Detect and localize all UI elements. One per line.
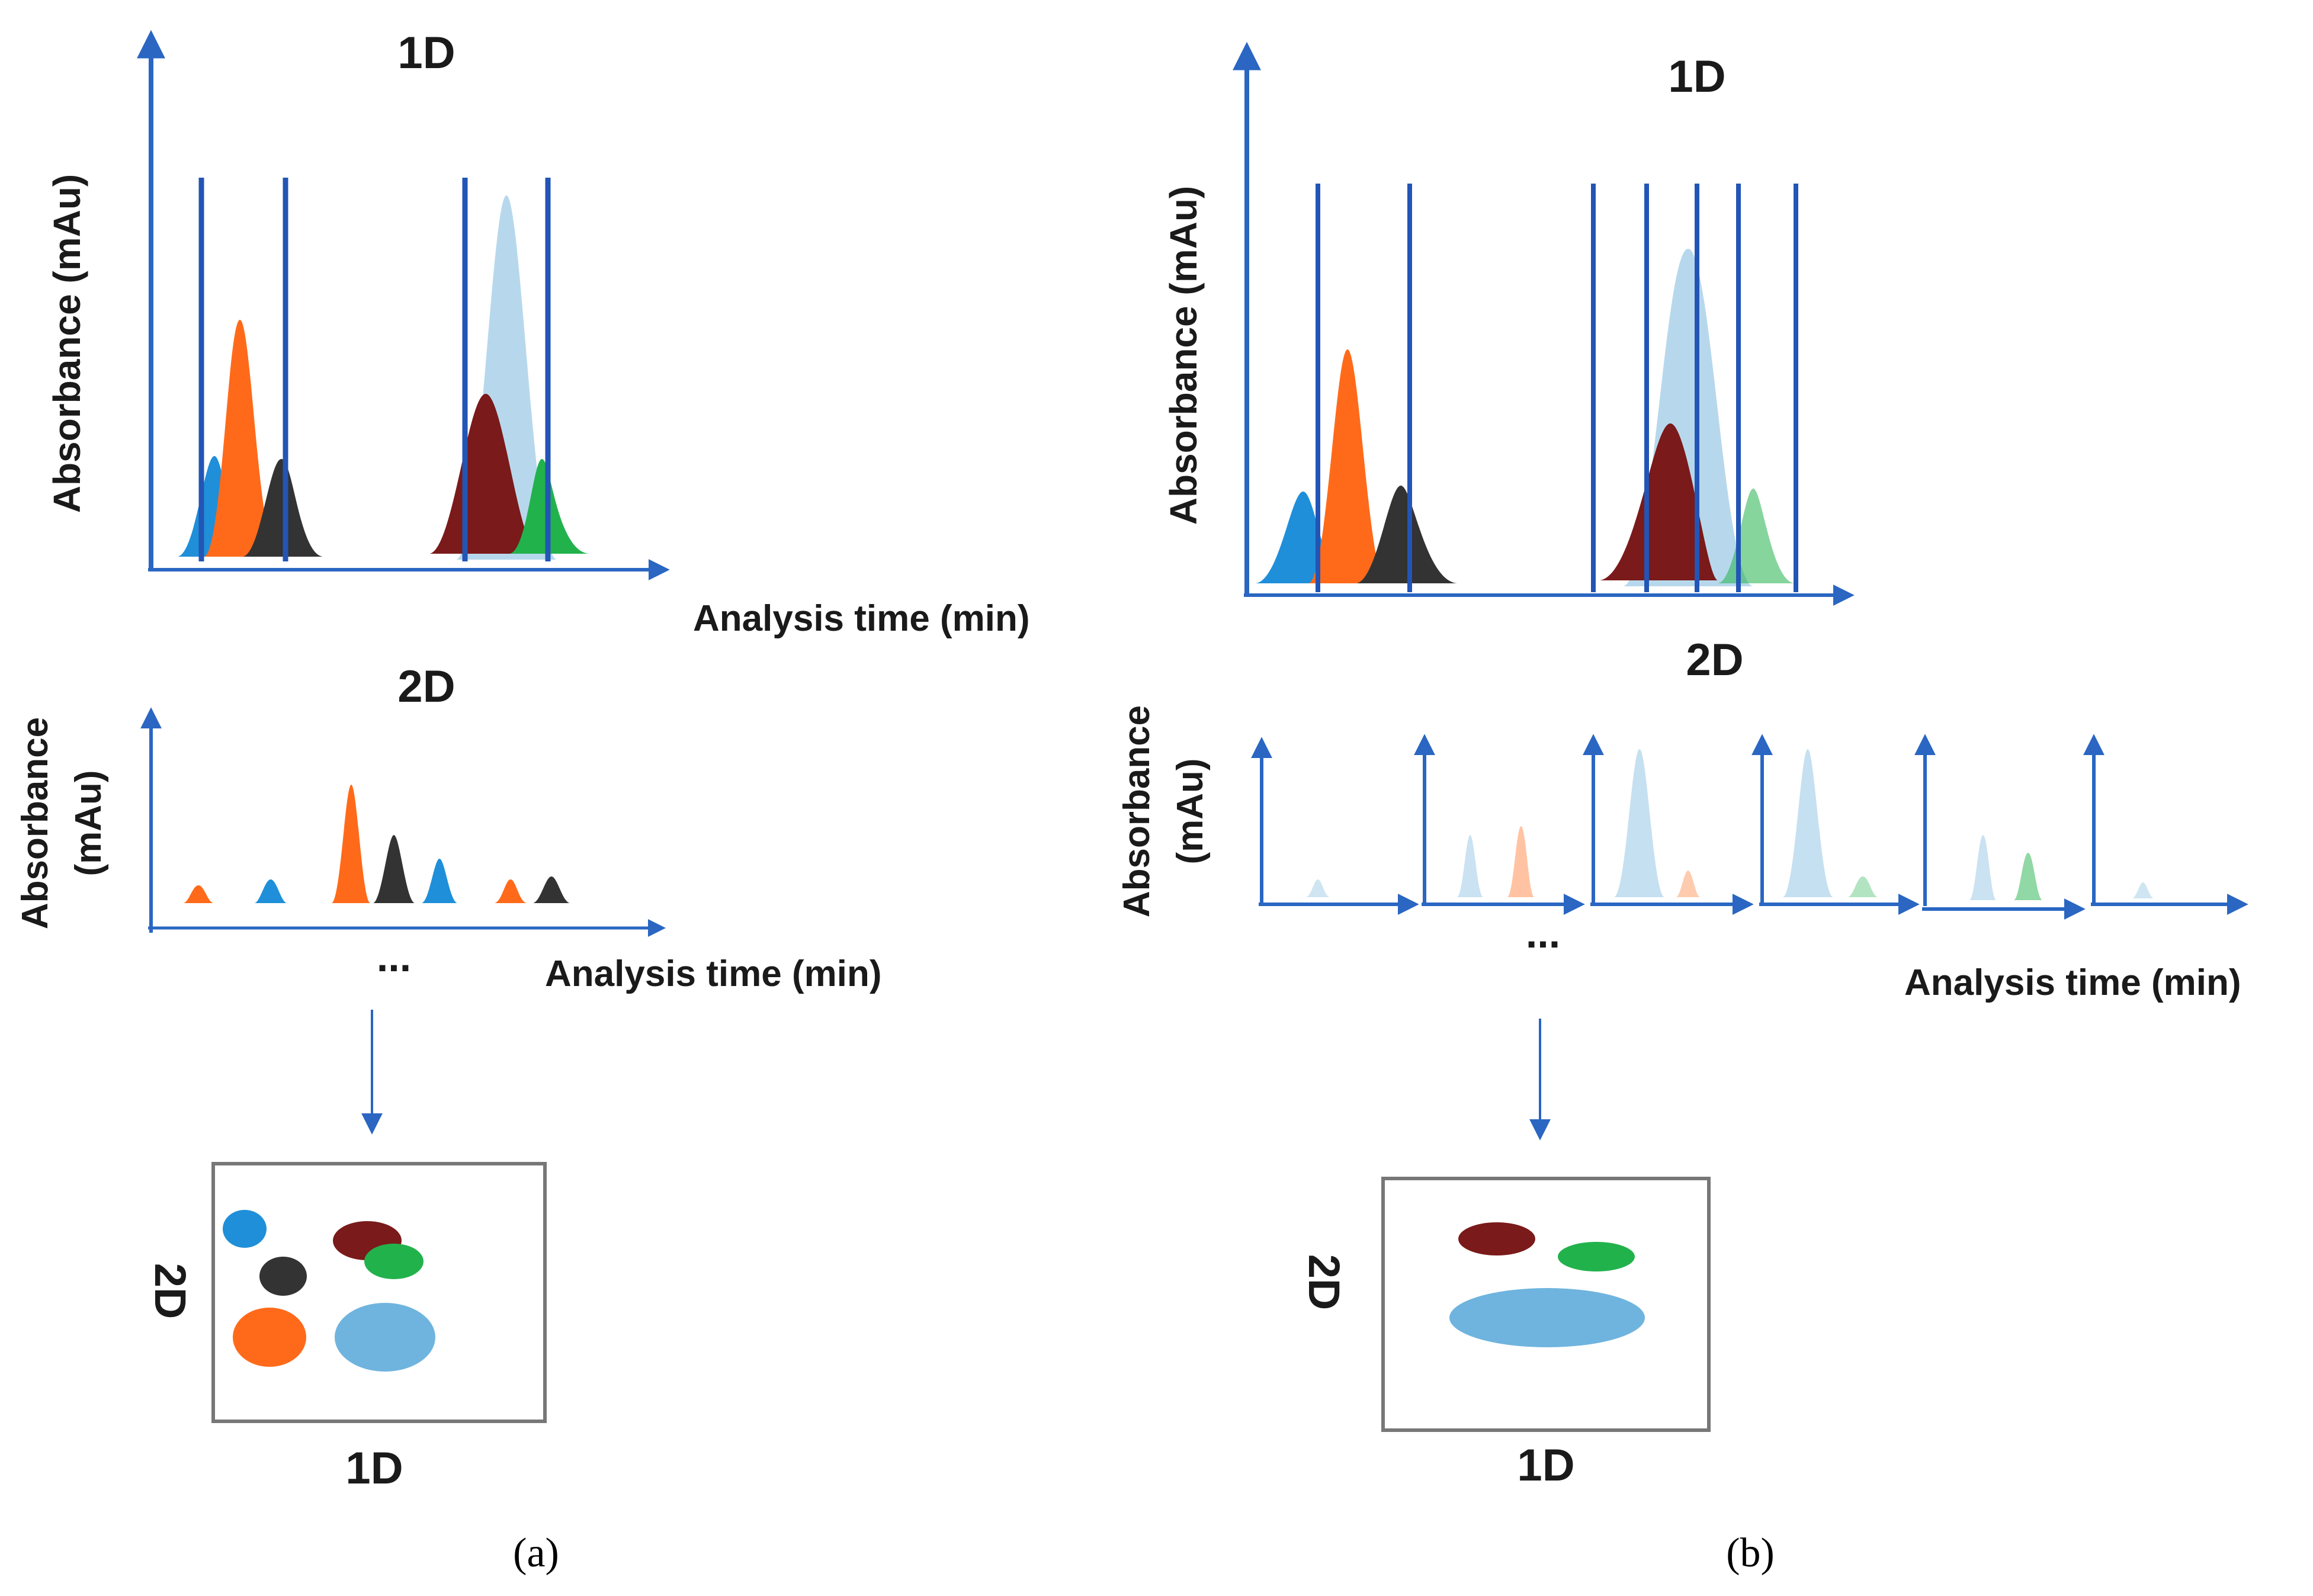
peak-lightblue <box>1306 879 1330 897</box>
peak-lightblue <box>1783 749 1833 897</box>
map-frame <box>211 1162 547 1423</box>
panel-a-2d-chromatogram: 2D Absorbance (mAu) ... Analysis time (m… <box>15 661 881 994</box>
y-axis-label-line1: Absorbance <box>1117 705 1157 917</box>
spot-dark <box>259 1257 307 1296</box>
ellipsis: ... <box>1526 910 1560 956</box>
caption-a: (a) <box>513 1530 559 1576</box>
peak-green <box>2014 853 2042 900</box>
panel-a-1d-chromatogram: 1D Absorbance (mAu) Analysis time (min) <box>46 28 1029 639</box>
spot-orange <box>233 1308 306 1367</box>
peak-lightblue <box>2132 882 2154 898</box>
peak-orange <box>1676 871 1700 897</box>
spot-lightblue <box>1449 1288 1645 1347</box>
peak-maroon <box>1599 423 1718 580</box>
sub-chromatogram-3 <box>1583 734 1754 915</box>
peak-orange <box>1507 826 1534 897</box>
panel-b-2d-map: 2D 1D <box>1300 1177 1711 1491</box>
x-axis-label: Analysis time (min) <box>545 953 881 994</box>
peak-orange <box>1309 349 1386 583</box>
spot-lightblue <box>335 1303 435 1372</box>
y-axis-label-line1: Absorbance <box>15 717 56 929</box>
ellipsis: ... <box>377 934 411 980</box>
sub-chromatogram-2 <box>1414 734 1585 915</box>
peak-dark <box>533 876 570 903</box>
peak-lightblue <box>1614 749 1664 897</box>
y-axis-label-line2: (mAu) <box>68 770 109 876</box>
peak-orange <box>332 785 370 903</box>
sub-chromatogram-1 <box>1251 737 1419 915</box>
peak-orange <box>204 320 278 557</box>
title-2d: 2D <box>397 661 455 712</box>
title-2d: 2D <box>1686 635 1743 685</box>
sub-chromatogram-6 <box>2083 734 2248 915</box>
peak-lightblue <box>1457 835 1483 897</box>
x-axis-label: Analysis time (min) <box>1904 962 2241 1003</box>
peak-blue <box>422 859 457 903</box>
peak-dark <box>1356 486 1457 583</box>
peak-blue <box>255 879 287 903</box>
peak-maroon <box>429 394 539 554</box>
panel-b-1d-chromatogram: 1D Absorbance (mAu) 2D <box>1162 41 1855 685</box>
spot-green <box>1558 1242 1635 1271</box>
map-x-axis-label: 1D <box>1517 1440 1574 1491</box>
sub-chromatogram-4 <box>1751 734 1920 915</box>
panel-b: 1D Absorbance (mAu) 2D <box>1117 41 2248 1576</box>
peak-green <box>1848 876 1878 897</box>
panel-a-2d-map: 2D 1D <box>146 1162 547 1494</box>
spot-green <box>364 1244 424 1279</box>
y-axis-label: Absorbance (mAu) <box>1162 186 1205 525</box>
map-y-axis-label: 2D <box>1300 1254 1349 1311</box>
title-1d: 1D <box>397 28 455 78</box>
panel-b-2d-chromatogram: Absorbance (mAu) ... Analysis time (min) <box>1117 705 2248 1003</box>
x-axis-label: Analysis time (min) <box>693 598 1029 639</box>
spot-blue <box>223 1210 267 1248</box>
spot-maroon <box>1458 1222 1535 1255</box>
y-axis-label-line2: (mAu) <box>1170 758 1211 864</box>
map-x-axis-label: 1D <box>345 1443 403 1494</box>
panel-a: 1D Absorbance (mAu) Analysis time (min) … <box>15 28 1029 1576</box>
title-1d: 1D <box>1668 52 1725 102</box>
peak-orange <box>495 879 527 903</box>
caption-b: (b) <box>1726 1530 1775 1576</box>
map-y-axis-label: 2D <box>146 1263 195 1319</box>
peak-dark <box>373 835 415 903</box>
y-axis-label: Absorbance (mAu) <box>46 174 88 513</box>
peak-lightblue <box>1969 835 1996 900</box>
peak-orange <box>184 885 213 903</box>
sub-chromatogram-5 <box>1914 734 2086 920</box>
